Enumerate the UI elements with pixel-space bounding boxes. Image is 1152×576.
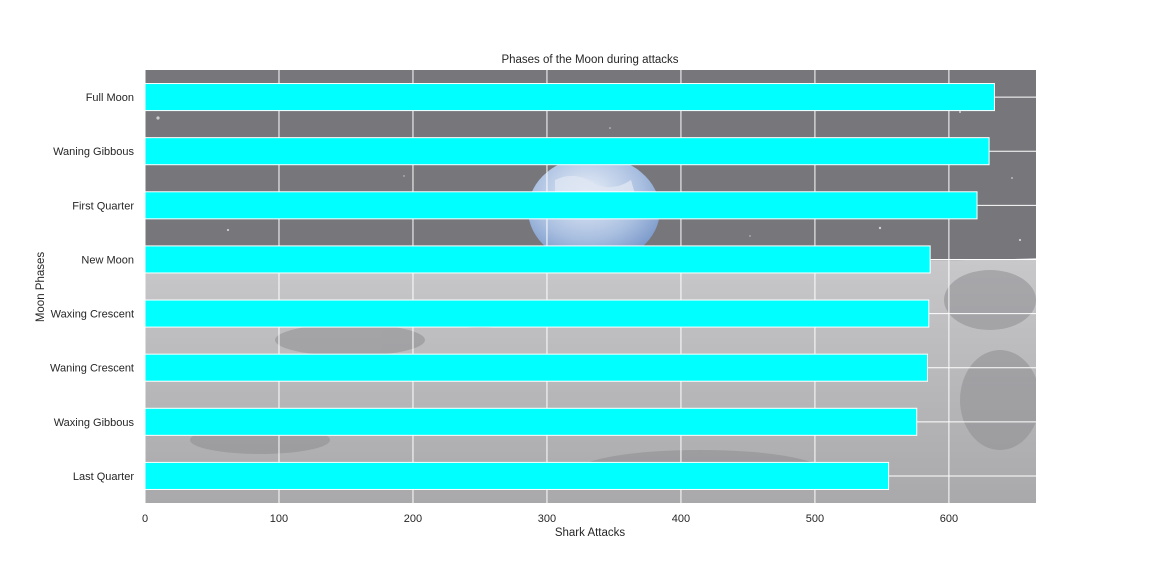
bar xyxy=(144,83,995,112)
bars xyxy=(144,83,995,490)
bar xyxy=(144,353,928,382)
x-axis-label: Shark Attacks xyxy=(555,527,626,539)
bar xyxy=(144,245,931,274)
bar xyxy=(144,191,978,220)
x-tick-label: 200 xyxy=(404,513,422,525)
y-tick-label: Waxing Gibbous xyxy=(54,417,135,429)
bar xyxy=(144,407,918,436)
y-tick-label: Waxing Crescent xyxy=(51,309,134,321)
y-tick-label: Waning Crescent xyxy=(50,363,134,375)
x-tick-label: 400 xyxy=(672,513,690,525)
x-tick-label: 300 xyxy=(538,513,556,525)
y-tick-labels: Full Moon Waning Gibbous First Quarter New … xyxy=(50,92,134,483)
y-tick-label: Last Quarter xyxy=(73,471,134,483)
bar xyxy=(144,137,990,166)
bar xyxy=(144,299,930,328)
x-tick-label: 500 xyxy=(806,513,824,525)
x-tick-labels: 0 100 200 300 400 500 600 xyxy=(142,513,958,525)
chart-title: Phases of the Moon during attacks xyxy=(501,54,678,66)
bar xyxy=(144,461,890,490)
x-tick-label: 100 xyxy=(270,513,288,525)
y-tick-label: Waning Gibbous xyxy=(53,146,134,158)
x-tick-label: 600 xyxy=(940,513,958,525)
x-tick-label: 0 xyxy=(142,513,148,525)
y-axis-label: Moon Phases xyxy=(35,252,47,323)
y-tick-label: First Quarter xyxy=(72,200,134,212)
y-tick-label: New Moon xyxy=(81,254,134,266)
y-tick-label: Full Moon xyxy=(86,92,134,104)
